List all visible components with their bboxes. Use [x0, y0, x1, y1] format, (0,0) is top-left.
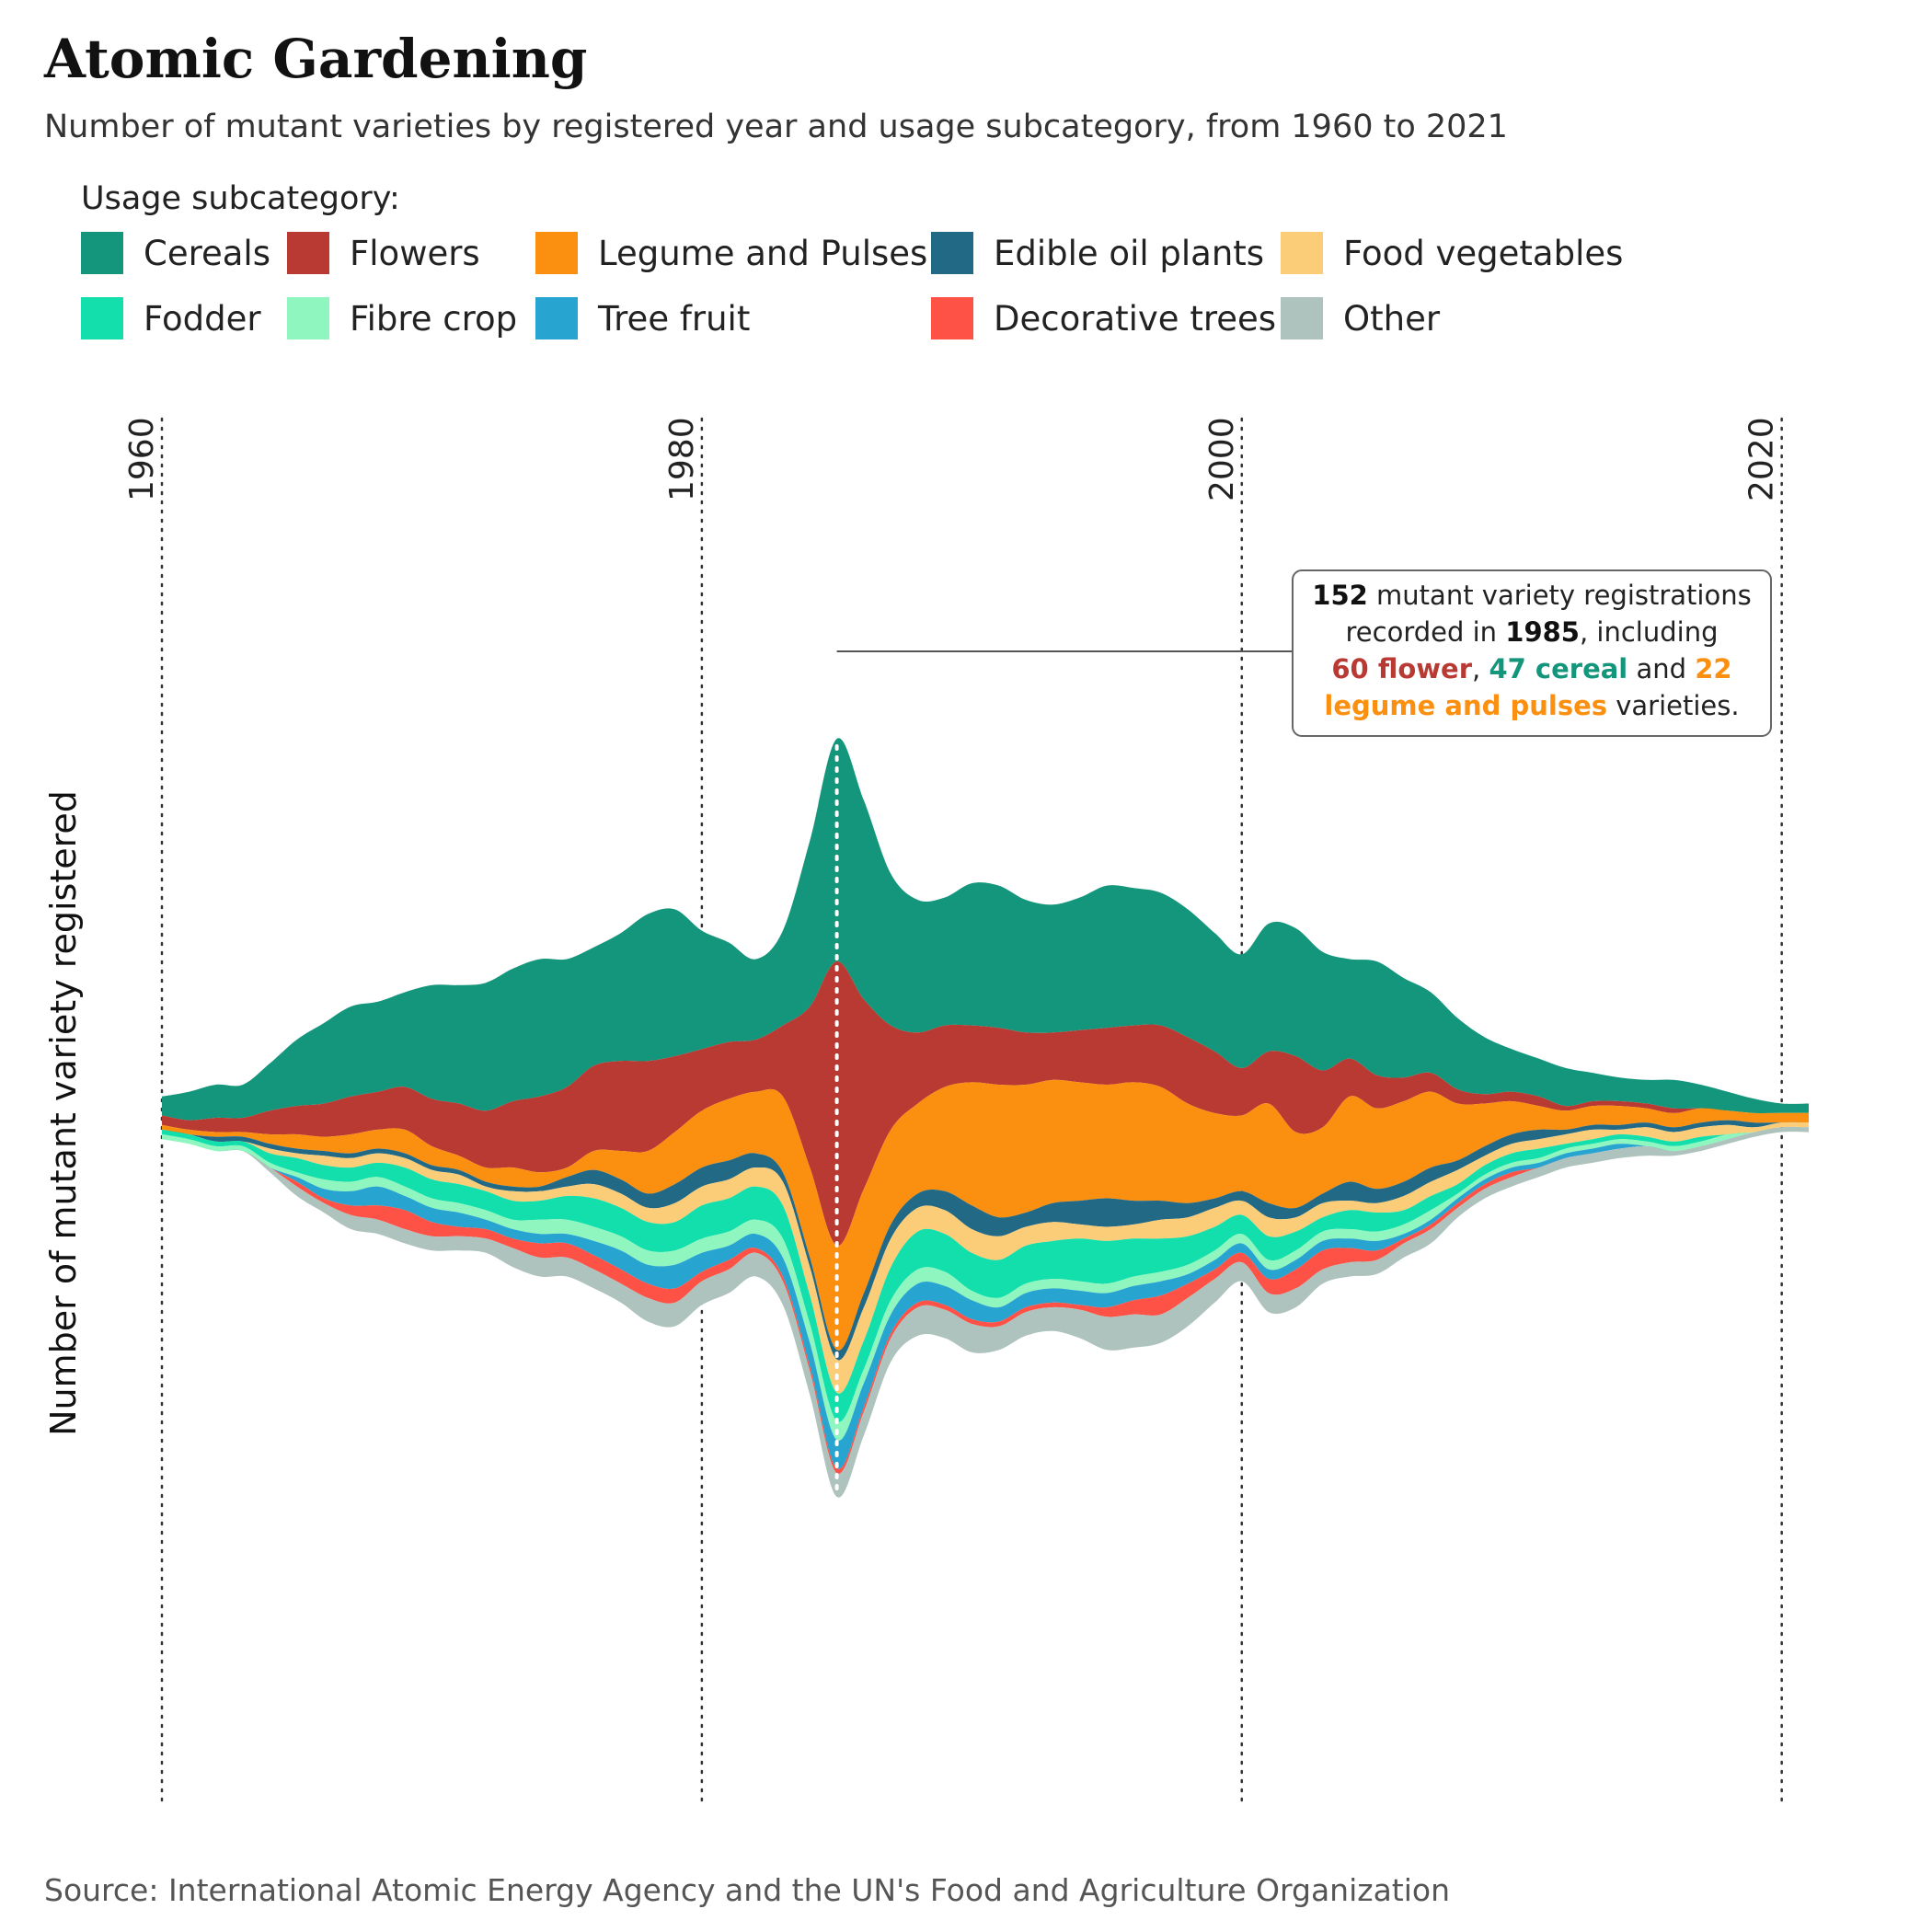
annotation-line-2: recorded in 1985, including	[1346, 616, 1719, 648]
legend-swatch-legume	[535, 232, 578, 274]
legend-item-fibre: Fibre crop	[287, 297, 517, 339]
source-note: Source: International Atomic Energy Agen…	[44, 1872, 1451, 1908]
legend-item-fodder: Fodder	[81, 297, 261, 339]
annotation-legume-num: 22	[1695, 653, 1731, 684]
annotation-line-3: 60 flower, 47 cereal and 22	[1331, 653, 1731, 684]
legend-swatch-oil	[931, 232, 973, 274]
tick-label-1980: 1980	[663, 417, 701, 501]
annotation-total: 152	[1312, 580, 1368, 611]
chart-title: Atomic Gardening	[44, 28, 588, 90]
legend-label: Edible oil plants	[994, 233, 1265, 273]
legend-label: Cereals	[144, 233, 270, 273]
annotation-cereal: 47 cereal	[1489, 653, 1627, 684]
legend-item-oil: Edible oil plants	[931, 232, 1264, 274]
chart-subtitle: Number of mutant varieties by registered…	[44, 109, 1508, 145]
year-tick-labels: 1960 1980 2000 2020	[123, 417, 1781, 501]
legend-item-flowers: Flowers	[287, 232, 480, 274]
y-axis-label: Number of mutant variety registered	[43, 790, 84, 1436]
legend-item-legume: Legume and Pulses	[535, 232, 927, 274]
annotation-flower: 60 flower	[1331, 653, 1472, 684]
stream-legume-and-pulses	[162, 1079, 1809, 1351]
tick-label-1960: 1960	[123, 417, 161, 501]
stream-fodder	[162, 1126, 1809, 1422]
stream-layers	[162, 738, 1809, 1498]
annotation-text: and	[1627, 653, 1695, 684]
annotation-legume: legume and pulses	[1324, 690, 1607, 721]
annotation-frame	[1292, 569, 1772, 737]
tick-label-2020: 2020	[1743, 417, 1781, 501]
year-gridlines	[160, 417, 1783, 1810]
legend-label: Food vegetables	[1343, 233, 1624, 273]
annotation-text: , including	[1580, 616, 1719, 648]
legend-label: Other	[1343, 298, 1441, 339]
legend-swatch-flowers	[287, 232, 329, 274]
legend-label: Fodder	[144, 298, 261, 339]
annotation-line-1: 152 mutant variety registrations	[1312, 580, 1751, 611]
legend-item-cereals: Cereals	[81, 232, 270, 274]
annotation-line-4: legume and pulses varieties.	[1324, 690, 1739, 721]
legend-swatch-decorative	[931, 297, 973, 339]
legend-label: Decorative trees	[994, 298, 1277, 339]
stream-edible-oil-plants	[162, 1120, 1809, 1361]
legend-swatch-vegetables	[1281, 232, 1323, 274]
legend-label: Tree fruit	[598, 298, 751, 339]
annotation-text: mutant variety registrations	[1368, 580, 1752, 611]
legend-swatch-cereals	[81, 232, 123, 274]
annotation-year: 1985	[1505, 616, 1580, 648]
annotation-text: ,	[1472, 653, 1489, 684]
legend-item-other: Other	[1281, 297, 1440, 339]
annotation-box: 152 mutant variety registrations recorde…	[1292, 569, 1772, 737]
legend-item-treefruit: Tree fruit	[535, 297, 750, 339]
legend-swatch-treefruit	[535, 297, 578, 339]
legend-swatch-fodder	[81, 297, 123, 339]
legend-item-vegetables: Food vegetables	[1281, 232, 1623, 274]
stream-flowers	[162, 960, 1809, 1247]
legend-swatch-other	[1281, 297, 1323, 339]
legend-label: Flowers	[350, 233, 480, 273]
annotation-text: varieties.	[1607, 690, 1740, 721]
legend-item-decorative: Decorative trees	[931, 297, 1276, 339]
legend-title: Usage subcategory:	[81, 180, 400, 217]
legend-label: Fibre crop	[350, 298, 518, 339]
annotation-text: recorded in	[1346, 616, 1506, 648]
legend-label: Legume and Pulses	[598, 233, 928, 273]
stream-food-vegetables	[162, 1121, 1809, 1394]
legend-swatch-fibre	[287, 297, 329, 339]
tick-label-2000: 2000	[1203, 417, 1241, 501]
stream-cereals	[162, 738, 1809, 1121]
